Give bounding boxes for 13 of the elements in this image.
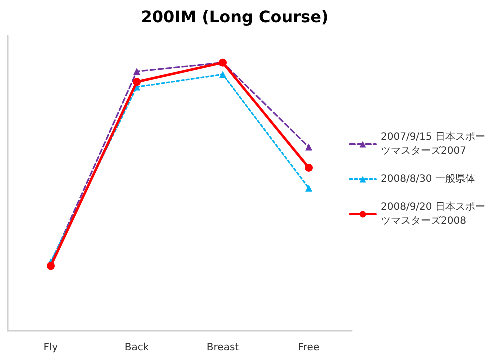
point [306,184,312,192]
point [220,71,226,78]
legend-label: 2008/8/30 一般県体 [381,173,476,185]
x-tick-label: Breast [206,342,240,354]
point [133,78,141,86]
legend-label: 2007/9/15 日本スポーツマスターズ2007 [381,131,486,157]
x-tick-label: Back [124,342,150,354]
point [305,164,313,172]
chart-title: 200IM (Long Course) [141,8,329,26]
point [47,262,55,270]
x-tick-label: Free [298,342,320,354]
legend-label: 2008/9/20 日本スポーツマスターズ2008 [381,201,486,227]
x-tick-label: Fly [44,342,58,354]
